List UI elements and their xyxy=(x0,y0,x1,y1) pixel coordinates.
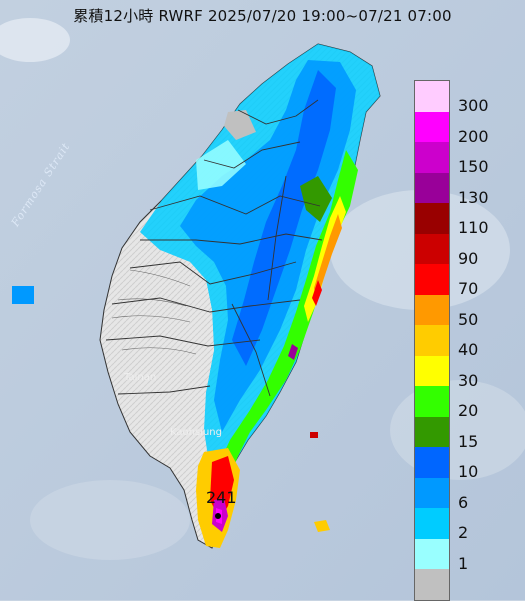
legend-label: 90 xyxy=(458,248,479,268)
legend-swatch xyxy=(415,447,449,478)
legend-label: 30 xyxy=(458,370,479,390)
legend-swatch xyxy=(415,569,449,600)
rivers xyxy=(111,269,197,355)
legend-swatch xyxy=(415,538,449,569)
legend-colorbar xyxy=(414,80,450,601)
legend-swatch xyxy=(415,477,449,508)
legend-label: 70 xyxy=(458,279,479,298)
orchid-island xyxy=(314,520,330,532)
cloud-patch xyxy=(30,480,190,560)
legend-swatch xyxy=(415,508,449,539)
legend-label: 200 xyxy=(458,126,489,146)
legend-swatch xyxy=(415,172,449,203)
legend-label: 150 xyxy=(458,157,489,176)
legend-swatch xyxy=(415,81,449,112)
green-island xyxy=(312,432,318,438)
rain-area-below-1mm-west xyxy=(104,250,214,430)
legend-label: 10 xyxy=(458,462,479,481)
legend-label: 110 xyxy=(458,218,489,237)
legend-swatch xyxy=(415,264,449,295)
map-title: 累積12小時 RWRF 2025/07/20 19:00~07/21 07:00 xyxy=(73,7,452,25)
legend-swatch xyxy=(415,233,449,264)
legend-swatch xyxy=(415,294,449,325)
legend-swatch xyxy=(415,325,449,356)
city-label-tainan: Tainan xyxy=(124,372,157,383)
legend-label: 1 xyxy=(458,553,469,573)
rain-area-70mm xyxy=(312,280,322,306)
penghu-island xyxy=(12,286,34,304)
rain-area-130mm xyxy=(288,344,298,360)
rain-area-1mm xyxy=(196,140,246,190)
cloud-patch xyxy=(0,18,70,62)
legend-swatch xyxy=(415,142,449,173)
legend-swatch xyxy=(415,203,449,234)
legend-label: 130 xyxy=(458,187,489,207)
legend-swatch xyxy=(415,416,449,447)
rain-area-20mm xyxy=(216,150,358,486)
rain-area-10mm xyxy=(232,70,336,366)
legend-label: 40 xyxy=(458,340,479,359)
legend-label: 15 xyxy=(458,431,479,451)
legend-swatch xyxy=(415,386,449,417)
legend-label: 50 xyxy=(458,309,479,329)
max-rainfall-point xyxy=(215,513,221,519)
rain-area-50mm xyxy=(314,214,342,300)
county-borders xyxy=(105,99,323,397)
legend-label: 2 xyxy=(458,523,469,542)
legend-swatch xyxy=(415,111,449,142)
legend-swatch xyxy=(415,355,449,386)
city-label-kaohsiung: Kaohsiung xyxy=(170,427,222,438)
rain-area-15mm xyxy=(300,176,332,222)
max-rainfall-value: 241 xyxy=(206,488,237,507)
legend-label: 20 xyxy=(458,401,479,420)
legend-label: 300 xyxy=(458,96,489,115)
rain-area-below-1mm-north xyxy=(224,110,256,140)
legend-label: 6 xyxy=(458,492,469,512)
